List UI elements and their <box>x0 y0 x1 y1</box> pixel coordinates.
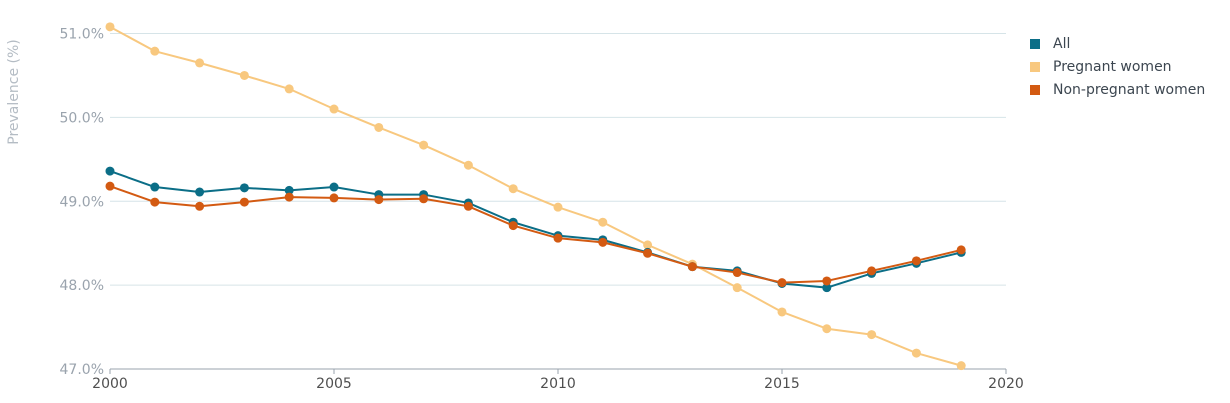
legend-label-all: All <box>1053 35 1071 52</box>
x-tick-label: 2015 <box>764 376 800 392</box>
legend-item-all[interactable]: All <box>1030 32 1205 55</box>
data-point-non-pregnant-women[interactable] <box>284 192 294 202</box>
data-point-non-pregnant-women[interactable] <box>195 201 205 211</box>
y-tick-label: 48.0% <box>60 278 104 294</box>
data-point-pregnant-women[interactable] <box>598 217 608 227</box>
data-point-non-pregnant-women[interactable] <box>374 195 384 205</box>
data-point-all[interactable] <box>195 187 205 197</box>
data-point-non-pregnant-women[interactable] <box>239 197 249 207</box>
legend-item-non-pregnant-women[interactable]: Non-pregnant women <box>1030 78 1205 101</box>
data-point-all[interactable] <box>329 182 339 192</box>
y-tick-label: 49.0% <box>60 194 104 210</box>
legend-item-pregnant-women[interactable]: Pregnant women <box>1030 55 1205 78</box>
data-point-non-pregnant-women[interactable] <box>687 262 697 272</box>
x-tick-label: 2000 <box>92 376 128 392</box>
data-point-pregnant-women[interactable] <box>643 240 653 250</box>
data-point-non-pregnant-women[interactable] <box>508 221 518 231</box>
data-point-all[interactable] <box>284 185 294 195</box>
y-tick-label: 51.0% <box>60 27 104 43</box>
data-point-non-pregnant-women[interactable] <box>867 266 877 276</box>
data-point-pregnant-women[interactable] <box>777 307 787 317</box>
data-point-pregnant-women[interactable] <box>732 283 742 293</box>
legend-label-pregnant-women: Pregnant women <box>1053 58 1172 75</box>
series-all <box>105 166 966 293</box>
y-axis-label: Prevalence (%) <box>6 39 22 145</box>
series-line-pregnant-women <box>109 25 962 367</box>
data-point-non-pregnant-women[interactable] <box>956 245 966 255</box>
y-tick-label: 50.0% <box>60 110 104 126</box>
data-point-pregnant-women[interactable] <box>284 84 294 94</box>
legend-swatch-pregnant-women <box>1030 61 1040 72</box>
data-point-non-pregnant-women[interactable] <box>732 268 742 278</box>
series-non-pregnant-women <box>105 181 966 288</box>
x-tick-label: 2020 <box>988 376 1024 392</box>
data-point-pregnant-women[interactable] <box>553 202 563 212</box>
data-point-pregnant-women[interactable] <box>956 361 966 371</box>
series-pregnant-women <box>105 22 966 371</box>
data-point-non-pregnant-women[interactable] <box>463 201 473 211</box>
data-point-pregnant-women[interactable] <box>867 330 877 340</box>
x-axis: 2000 2005 2010 2015 2020 <box>92 368 1024 392</box>
data-point-pregnant-women[interactable] <box>374 122 384 132</box>
legend-label-non-pregnant-women: Non-pregnant women <box>1053 81 1206 98</box>
data-point-non-pregnant-women[interactable] <box>598 237 608 247</box>
data-point-pregnant-women[interactable] <box>822 324 832 334</box>
data-point-pregnant-women[interactable] <box>105 22 115 32</box>
x-tick-label: 2010 <box>540 376 576 392</box>
legend-swatch-non-pregnant-women <box>1030 84 1040 95</box>
series-line-non-pregnant-women <box>109 185 962 284</box>
data-point-non-pregnant-women[interactable] <box>329 193 339 203</box>
series-lines <box>105 22 966 371</box>
data-point-pregnant-women[interactable] <box>150 46 160 56</box>
data-point-all[interactable] <box>822 283 832 293</box>
data-point-pregnant-women[interactable] <box>195 58 205 68</box>
y-axis-ticks: 47.0% 48.0% 49.0% 50.0% 51.0% <box>60 27 104 378</box>
x-tick-label: 2005 <box>316 376 352 392</box>
data-point-non-pregnant-women[interactable] <box>553 233 563 243</box>
data-point-non-pregnant-women[interactable] <box>105 181 115 191</box>
data-point-non-pregnant-women[interactable] <box>643 248 653 258</box>
legend-swatch-all <box>1030 38 1040 49</box>
data-point-all[interactable] <box>105 166 115 176</box>
series-line-all <box>109 170 962 289</box>
data-point-non-pregnant-women[interactable] <box>822 276 832 286</box>
data-point-all[interactable] <box>150 182 160 192</box>
data-point-non-pregnant-women[interactable] <box>777 278 787 288</box>
data-point-non-pregnant-women[interactable] <box>911 256 921 266</box>
legend: All Pregnant women Non-pregnant women <box>1030 32 1205 101</box>
data-point-pregnant-women[interactable] <box>911 348 921 358</box>
data-point-pregnant-women[interactable] <box>419 140 429 150</box>
data-point-non-pregnant-women[interactable] <box>419 194 429 204</box>
data-point-pregnant-women[interactable] <box>508 184 518 194</box>
data-point-pregnant-women[interactable] <box>329 104 339 114</box>
data-point-non-pregnant-women[interactable] <box>150 197 160 207</box>
data-point-pregnant-women[interactable] <box>239 70 249 80</box>
data-point-all[interactable] <box>239 183 249 193</box>
data-point-pregnant-women[interactable] <box>463 160 473 170</box>
y-tick-label: 47.0% <box>60 362 104 378</box>
